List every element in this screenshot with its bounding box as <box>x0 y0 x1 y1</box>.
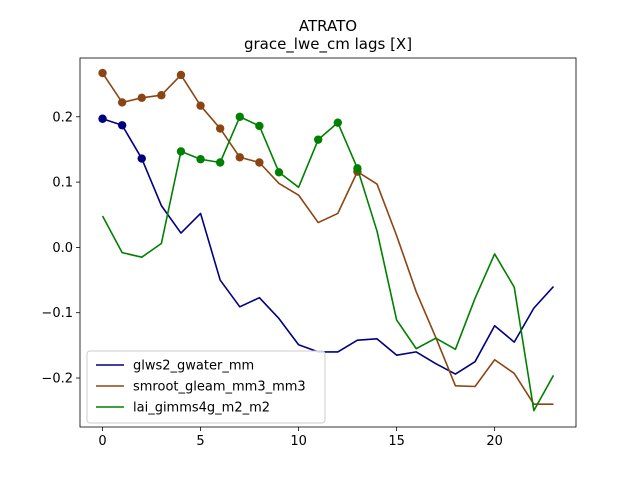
data-point-s2-x6 <box>215 158 225 167</box>
plot-area <box>98 68 555 412</box>
data-point-s1-x8 <box>255 158 264 167</box>
data-point-s2-x8 <box>255 121 264 131</box>
data-point-s2-x13 <box>353 164 362 173</box>
data-point-s1-x5 <box>196 101 205 110</box>
y-tick-label-2: 0.0 <box>52 241 73 256</box>
y-tick-label-4: 0.2 <box>52 110 73 125</box>
data-point-s2-x7 <box>235 112 244 121</box>
data-point-s1-x0 <box>98 68 107 78</box>
data-point-s2-x5 <box>196 155 205 164</box>
data-point-s1-x1 <box>117 98 127 107</box>
legend-label-glws2: glws2_gwater_mm <box>133 359 254 374</box>
data-point-s1-x6 <box>215 124 225 133</box>
axes: 0 5 10 15 20 −0.2 −0.1 0.0 0.1 0.2 <box>41 57 577 449</box>
data-point-s0-x2 <box>137 154 146 163</box>
series-line-1 <box>101 72 554 405</box>
legend-box <box>86 350 326 424</box>
legend: glws2_gwater_mm smroot_gleam_mm3_mm3 lai… <box>86 350 326 424</box>
x-tick-label-0: 0 <box>98 434 106 449</box>
data-point-s1-x2 <box>137 93 146 103</box>
chart-title: ATRATO <box>299 17 357 35</box>
y-tick-label-3: 0.1 <box>52 176 73 191</box>
legend-label-smroot: smroot_gleam_mm3_mm3 <box>133 380 306 395</box>
legend-label-lai: lai_gimms4g_m2_m2 <box>133 401 270 416</box>
x-tick-label-20: 20 <box>486 434 503 449</box>
data-point-s2-x9 <box>274 168 284 177</box>
data-point-s2-x12 <box>333 118 342 127</box>
data-point-s2-x4 <box>176 147 186 156</box>
data-point-s0-x0 <box>98 114 107 123</box>
data-point-s2-x11 <box>314 135 323 144</box>
y-tick-label-0: −0.2 <box>41 372 73 387</box>
data-point-s1-x7 <box>235 153 244 162</box>
y-tick-label-1: −0.1 <box>41 306 73 321</box>
chart-subtitle: grace_lwe_cm lags [X] <box>244 35 412 54</box>
x-tick-label-15: 15 <box>388 434 405 449</box>
axes-frame <box>79 57 577 428</box>
data-point-s1-x3 <box>157 91 166 100</box>
series-line-2 <box>101 115 555 412</box>
x-tick-label-10: 10 <box>290 434 307 449</box>
data-point-s0-x1 <box>117 121 127 130</box>
series-line-0 <box>102 117 555 375</box>
x-tick-label-5: 5 <box>196 434 204 449</box>
data-point-s1-x4 <box>176 70 186 80</box>
